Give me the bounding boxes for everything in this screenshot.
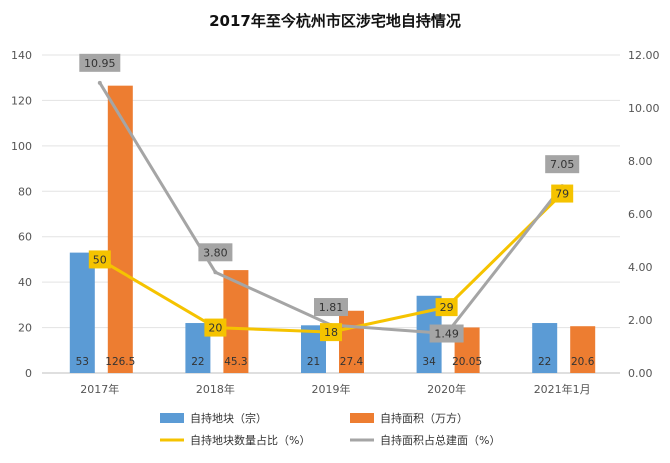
line-value-label-box xyxy=(320,323,342,342)
y-left-tick-label: 20 xyxy=(18,322,32,335)
bar xyxy=(107,85,133,374)
y-right-tick-label: 12.00 xyxy=(628,49,660,62)
legend-label: 自持面积占总建面（%） xyxy=(380,433,500,447)
bars xyxy=(69,85,596,374)
bar-value-label: 22 xyxy=(538,356,551,368)
legend-label: 自持地块数量占比（%） xyxy=(190,433,310,447)
line-value-label: 50 xyxy=(93,253,107,266)
y-left-tick-label: 120 xyxy=(11,94,32,107)
axes: 0 20 40 60 80 100 120 140 0.00 2.00 4.00 6.00 8.00 10… xyxy=(11,49,660,396)
line-value-label: 3.80 xyxy=(203,246,228,259)
y-right-tick-label: 4.00 xyxy=(628,261,653,274)
line-point xyxy=(213,270,218,275)
data-labels: 53 22 21 34 22 126.5 45.3 27.4 20.05 20.6 50 20 18 29… xyxy=(76,53,595,368)
line-value-label: 18 xyxy=(324,326,338,339)
legend-swatch xyxy=(160,413,184,423)
legend: 自持地块（宗） 自持面积（万方） 自持地块数量占比（%） 自持面积占总建面（%） xyxy=(160,411,500,447)
line-value-label: 10.95 xyxy=(84,57,116,70)
y-right-tick-label: 6.00 xyxy=(628,208,653,221)
line-value-label-box xyxy=(79,53,121,72)
bar-value-label: 22 xyxy=(191,356,204,368)
bar xyxy=(223,270,249,373)
chart-title: 2017年至今杭州市区涉宅地自持情况 xyxy=(209,12,461,30)
bar-value-label: 27.4 xyxy=(340,356,364,368)
y-right-tick-label: 10.00 xyxy=(628,102,660,115)
legend-swatch xyxy=(350,413,374,423)
line-value-label: 29 xyxy=(440,301,454,314)
line-value-label-box xyxy=(545,155,580,174)
line-value-label-box xyxy=(204,318,227,337)
line-value-label: 79 xyxy=(555,188,569,201)
line-value-label-box xyxy=(429,324,464,343)
y-right-tick-label: 0.00 xyxy=(628,367,653,380)
x-tick-label: 2019年 xyxy=(312,382,351,396)
y-right-tick-label: 2.00 xyxy=(628,314,653,327)
y-left-tick-label: 40 xyxy=(18,276,32,289)
line-value-label: 1.49 xyxy=(434,328,459,341)
bar xyxy=(570,326,596,373)
bar-value-label: 21 xyxy=(307,356,320,368)
x-tick-label: 2021年1月 xyxy=(534,382,591,396)
bar-value-label: 45.3 xyxy=(224,356,247,368)
line-value-label: 1.81 xyxy=(319,301,344,314)
y-right-tick-label: 8.00 xyxy=(628,155,653,168)
bar-value-label: 20.6 xyxy=(571,356,595,368)
x-tick-label: 2018年 xyxy=(196,382,235,396)
lines xyxy=(97,80,565,336)
line-value-label-box xyxy=(435,298,458,317)
legend-label: 自持地块（宗） xyxy=(190,411,267,425)
bar-value-label: 126.5 xyxy=(105,356,135,368)
y-left-tick-label: 0 xyxy=(25,367,32,380)
line-value-label-box xyxy=(88,250,111,269)
line-value-label-box xyxy=(314,298,348,317)
x-tick-label: 2020年 xyxy=(427,382,466,396)
bar xyxy=(339,310,364,373)
y-left-tick-label: 80 xyxy=(18,185,32,198)
legend-label: 自持面积（万方） xyxy=(380,411,468,425)
x-tick-label: 2017年 xyxy=(80,382,119,396)
line-value-label: 20 xyxy=(208,322,222,335)
line-value-label-box xyxy=(198,243,233,262)
bar-value-label: 20.05 xyxy=(452,356,482,368)
bar-value-label: 34 xyxy=(422,356,436,368)
line-value-label: 7.05 xyxy=(550,158,575,171)
bar xyxy=(532,323,558,373)
y-left-tick-label: 100 xyxy=(11,140,32,153)
y-left-tick-label: 140 xyxy=(11,49,32,62)
series-line xyxy=(98,82,564,336)
line-value-label-box xyxy=(551,184,574,203)
bar xyxy=(69,252,95,373)
bar-value-label: 53 xyxy=(76,356,89,368)
line-point xyxy=(97,80,102,85)
y-left-tick-label: 60 xyxy=(18,231,32,244)
